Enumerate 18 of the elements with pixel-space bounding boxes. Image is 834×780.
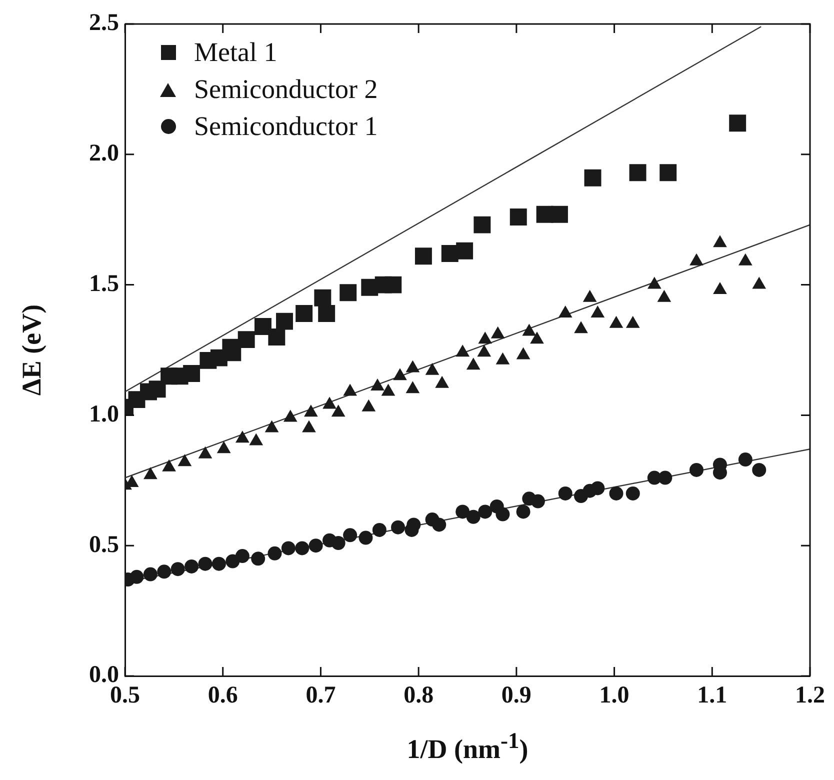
legend-label: Semiconductor 2 [194, 73, 378, 106]
x-tick-label: 1.1 [697, 682, 728, 709]
y-tick-label: 1.0 [89, 401, 119, 428]
x-tick-label: 1.0 [599, 682, 630, 709]
y-axis-title: ΔE (eV) [16, 304, 48, 396]
y-tick-label: 1.5 [89, 271, 119, 298]
y-tick-label: 2.5 [89, 10, 119, 36]
x-tick-label: 0.7 [306, 682, 336, 709]
y-tick-label: 0.5 [89, 532, 119, 558]
x-tick-label: 0.6 [208, 682, 238, 709]
legend-label: Metal 1 [194, 36, 278, 69]
x-tick-label: 0.8 [404, 682, 434, 709]
y-tick-label: 2.0 [89, 140, 119, 167]
x-tick-label: 1.2 [795, 682, 825, 709]
x-axis-title: 1/D (nm$^{-1}$) [406, 728, 530, 765]
x-tick-label: 0.5 [110, 682, 140, 709]
x-tick-label: 0.9 [501, 682, 532, 709]
legend-label: Semiconductor 1 [194, 110, 378, 143]
